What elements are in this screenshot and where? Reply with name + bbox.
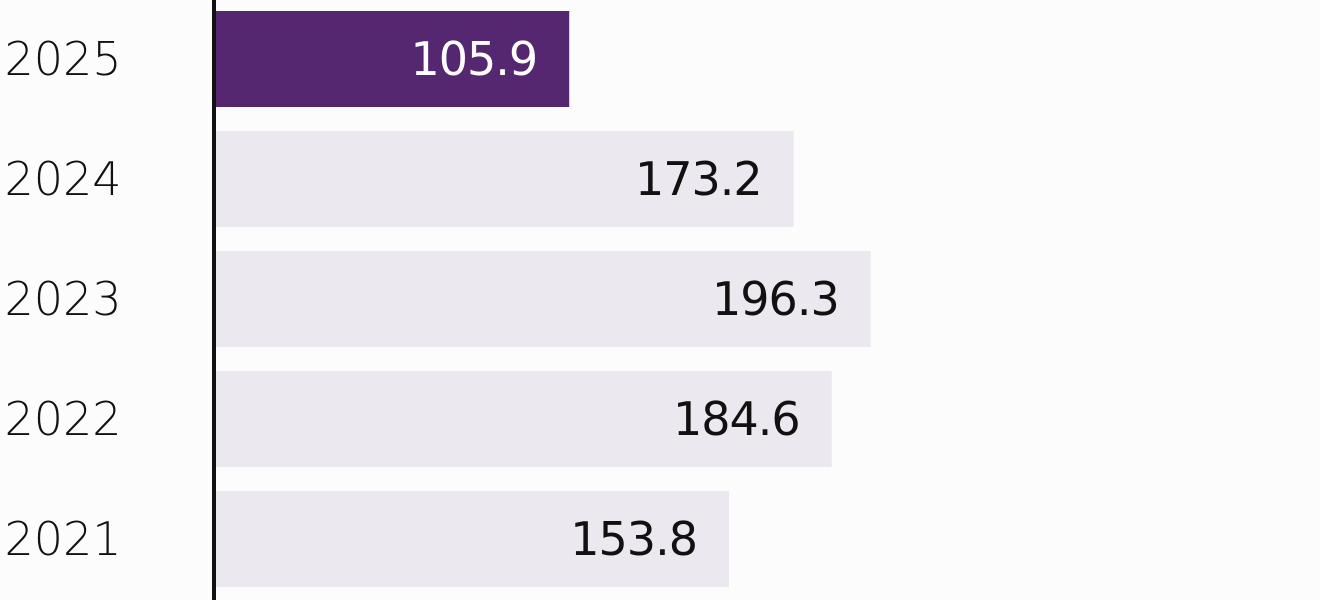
category-label-2021: 2021: [4, 512, 121, 566]
category-label-2024: 2024: [4, 152, 121, 206]
value-label-2023: 196.3: [712, 272, 839, 326]
bar-2025: [216, 11, 570, 107]
value-label-2021: 153.8: [570, 512, 697, 566]
bar-2021: [216, 491, 729, 587]
bar-2022: [216, 371, 832, 467]
bar-2024: [216, 131, 794, 227]
bars-layer: [216, 11, 871, 587]
category-label-2023: 2023: [4, 272, 121, 326]
bar-2023: [216, 251, 871, 347]
labels-layer: 105.9 2025 173.2 2024 196.3 2023 184.6 2022 153.…: [4, 32, 839, 566]
category-label-2025: 2025: [4, 32, 121, 86]
value-label-2022: 184.6: [673, 392, 800, 446]
value-label-2024: 173.2: [635, 152, 762, 206]
category-label-2022: 2022: [4, 392, 121, 446]
value-label-2025: 105.9: [411, 32, 538, 86]
